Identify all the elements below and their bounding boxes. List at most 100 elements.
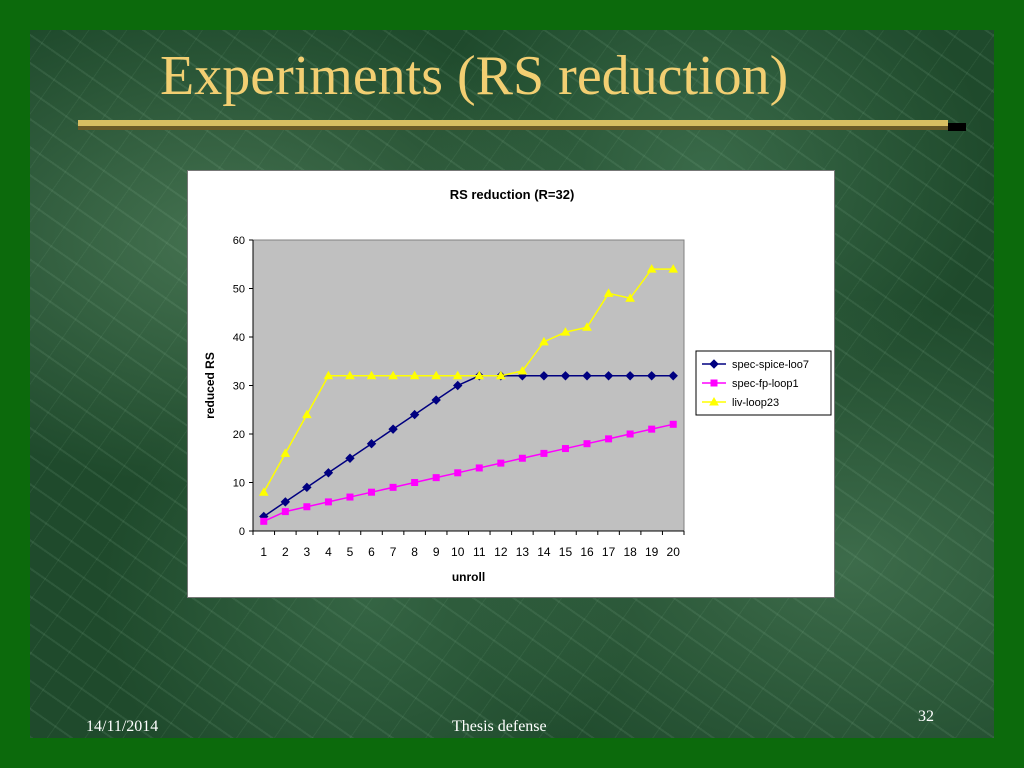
data-point-spec-spice-loo7 [323, 468, 334, 478]
data-point-liv-loop23 [582, 322, 592, 331]
data-point-spec-fp-loop1 [432, 474, 440, 482]
x-tick-label: 1 [260, 545, 267, 559]
y-tick-label: 30 [233, 381, 245, 393]
footer-center-text: Thesis defense [452, 718, 547, 735]
page-number: 32 [918, 708, 934, 725]
x-tick-label: 12 [494, 545, 508, 559]
data-point-spec-spice-loo7 [366, 438, 377, 449]
data-point-liv-loop23 [560, 327, 571, 336]
chart-title: RS reduction (R=32) [450, 187, 575, 202]
data-point-liv-loop23 [388, 370, 398, 380]
data-point-spec-fp-loop1 [260, 517, 268, 525]
data-point-spec-spice-loo7 [668, 371, 678, 381]
data-point-spec-spice-loo7 [539, 371, 549, 381]
data-point-liv-loop23 [431, 370, 442, 380]
legend-marker [710, 379, 718, 387]
data-point-spec-spice-loo7 [560, 371, 571, 381]
y-tick-label: 60 [233, 235, 245, 247]
x-tick-label: 20 [667, 545, 681, 559]
y-tick-label: 10 [233, 478, 245, 490]
data-point-liv-loop23 [625, 293, 635, 302]
y-axis-title: reduced RS [203, 352, 217, 419]
x-tick-label: 3 [304, 545, 311, 559]
data-point-liv-loop23 [409, 370, 420, 380]
data-point-spec-spice-loo7 [409, 409, 420, 420]
x-tick-label: 15 [559, 545, 573, 559]
data-point-liv-loop23 [345, 370, 355, 380]
data-point-spec-fp-loop1 [346, 493, 354, 501]
chart-container: RS reduction (R=32) 0 10 20 30 40 50 60 1 2 3 4 5 6 7 8… [187, 170, 835, 598]
data-point-spec-fp-loop1 [497, 459, 505, 467]
data-point-spec-spice-loo7 [388, 424, 398, 434]
legend-entry: spec-fp-loop1 [732, 378, 799, 390]
x-tick-label: 5 [347, 545, 354, 559]
data-point-spec-fp-loop1 [561, 445, 569, 453]
data-point-spec-fp-loop1 [475, 464, 483, 472]
data-point-spec-spice-loo7 [431, 395, 441, 405]
data-point-spec-fp-loop1 [540, 449, 548, 457]
x-tick-label: 9 [433, 545, 440, 559]
data-point-spec-fp-loop1 [281, 508, 289, 516]
legend-entry: liv-loop23 [732, 397, 779, 409]
data-point-liv-loop23 [366, 370, 377, 380]
x-tick-label: 11 [473, 545, 486, 559]
series-line-liv-loop23 [263, 268, 674, 493]
data-point-spec-fp-loop1 [324, 498, 332, 506]
footer-date: 14/11/2014 [86, 718, 159, 735]
data-point-spec-spice-loo7 [603, 371, 614, 381]
data-point-spec-spice-loo7 [646, 371, 657, 381]
y-tick-label: 50 [233, 284, 245, 296]
data-point-spec-fp-loop1 [303, 503, 311, 511]
x-tick-label: 6 [368, 545, 375, 559]
slide-title: Experiments (RS reduction) [160, 45, 789, 107]
data-point-liv-loop23 [302, 409, 312, 419]
data-point-liv-loop23 [495, 370, 506, 380]
x-tick-label: 19 [645, 545, 659, 559]
title-underline-end [948, 123, 966, 131]
data-point-spec-fp-loop1 [648, 425, 656, 433]
x-tick-label: 2 [282, 545, 289, 559]
data-point-liv-loop23 [539, 336, 549, 346]
x-axis-title: unroll [452, 570, 485, 584]
plot-area [252, 239, 685, 532]
data-point-liv-loop23 [668, 264, 679, 273]
x-tick-label: 8 [411, 545, 418, 559]
x-tick-label: 10 [451, 545, 465, 559]
data-point-liv-loop23 [323, 370, 334, 380]
data-point-liv-loop23 [258, 487, 269, 496]
data-point-spec-fp-loop1 [605, 435, 613, 443]
data-point-spec-fp-loop1 [583, 440, 591, 448]
x-tick-label: 16 [580, 545, 594, 559]
data-point-spec-fp-loop1 [454, 469, 462, 477]
data-point-liv-loop23 [474, 370, 485, 380]
data-point-spec-fp-loop1 [389, 483, 397, 491]
legend-marker [709, 396, 719, 406]
x-tick-label: 18 [623, 545, 637, 559]
data-point-spec-spice-loo7 [280, 497, 291, 507]
data-point-liv-loop23 [646, 264, 657, 273]
x-tick-label: 14 [537, 545, 551, 559]
x-tick-label: 17 [602, 545, 616, 559]
series-line-spec-fp-loop1 [263, 423, 674, 522]
data-point-spec-spice-loo7 [302, 482, 312, 493]
legend-marker [709, 359, 719, 369]
data-point-spec-spice-loo7 [345, 453, 355, 463]
data-point-spec-fp-loop1 [518, 454, 526, 462]
data-point-spec-fp-loop1 [411, 479, 419, 486]
data-point-spec-spice-loo7 [453, 380, 463, 391]
x-tick-label: 13 [516, 545, 530, 559]
data-point-liv-loop23 [280, 448, 291, 457]
data-point-spec-spice-loo7 [625, 371, 635, 381]
y-tick-label: 20 [233, 429, 245, 441]
data-point-spec-spice-loo7 [582, 371, 592, 381]
x-tick-label: 7 [390, 545, 397, 559]
data-point-liv-loop23 [452, 370, 463, 380]
data-point-spec-fp-loop1 [626, 430, 634, 438]
data-point-liv-loop23 [603, 288, 614, 297]
title-underline [78, 120, 948, 126]
y-tick-label: 0 [239, 526, 245, 538]
y-tick-label: 40 [233, 332, 245, 344]
data-point-spec-fp-loop1 [669, 420, 677, 428]
